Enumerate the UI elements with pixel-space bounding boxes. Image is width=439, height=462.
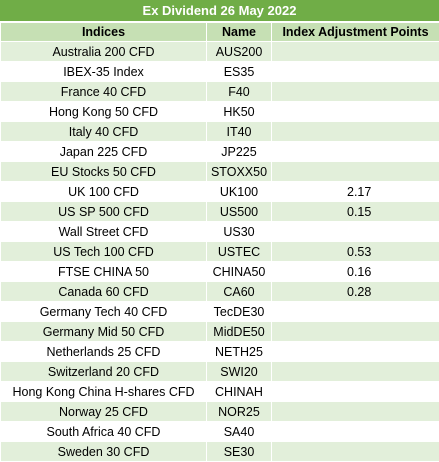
cell-points: [272, 422, 439, 442]
cell-points: [272, 342, 439, 362]
cell-points: [272, 222, 439, 242]
cell-name: NOR25: [207, 402, 272, 422]
cell-index: South Africa 40 CFD: [1, 422, 207, 442]
cell-index: Japan 225 CFD: [1, 142, 207, 162]
cell-index: Germany Mid 50 CFD: [1, 322, 207, 342]
cell-name: SWI20: [207, 362, 272, 382]
cell-name: NETH25: [207, 342, 272, 362]
cell-name: TecDE30: [207, 302, 272, 322]
cell-index: Wall Street CFD: [1, 222, 207, 242]
cell-index: UK 100 CFD: [1, 182, 207, 202]
cell-index: Canada 60 CFD: [1, 282, 207, 302]
cell-name: F40: [207, 82, 272, 102]
cell-points: 0.16: [272, 262, 439, 282]
cell-points: [272, 442, 439, 462]
cell-points: [272, 142, 439, 162]
cell-index: FTSE CHINA 50: [1, 262, 207, 282]
cell-name: UK100: [207, 182, 272, 202]
cell-index: Netherlands 25 CFD: [1, 342, 207, 362]
header-indices: Indices: [1, 23, 207, 42]
cell-points: [272, 402, 439, 422]
cell-index: France 40 CFD: [1, 82, 207, 102]
cell-points: [272, 62, 439, 82]
cell-name: ES35: [207, 62, 272, 82]
cell-name: STOXX50: [207, 162, 272, 182]
cell-name: US30: [207, 222, 272, 242]
cell-index: US Tech 100 CFD: [1, 242, 207, 262]
cell-index: Sweden 30 CFD: [1, 442, 207, 462]
cell-index: Hong Kong China H-shares CFD: [1, 382, 207, 402]
cell-points: [272, 362, 439, 382]
dividend-table: Indices Name Index Adjustment Points Aus…: [0, 22, 439, 462]
cell-name: CHINA50: [207, 262, 272, 282]
cell-points: [272, 102, 439, 122]
cell-points: [272, 82, 439, 102]
cell-points: [272, 162, 439, 182]
cell-index: Australia 200 CFD: [1, 42, 207, 62]
cell-name: AUS200: [207, 42, 272, 62]
cell-index: US SP 500 CFD: [1, 202, 207, 222]
cell-index: Germany Tech 40 CFD: [1, 302, 207, 322]
cell-name: US500: [207, 202, 272, 222]
cell-name: SE30: [207, 442, 272, 462]
cell-points: 0.53: [272, 242, 439, 262]
cell-points: 0.15: [272, 202, 439, 222]
cell-points: [272, 122, 439, 142]
cell-index: Hong Kong 50 CFD: [1, 102, 207, 122]
cell-name: SA40: [207, 422, 272, 442]
cell-points: 0.28: [272, 282, 439, 302]
cell-points: [272, 382, 439, 402]
header-row: Indices Name Index Adjustment Points: [1, 23, 439, 42]
cell-name: HK50: [207, 102, 272, 122]
cell-index: IBEX-35 Index: [1, 62, 207, 82]
cell-points: [272, 42, 439, 62]
cell-points: [272, 322, 439, 342]
cell-index: EU Stocks 50 CFD: [1, 162, 207, 182]
cell-name: CA60: [207, 282, 272, 302]
cell-name: JP225: [207, 142, 272, 162]
cell-index: Norway 25 CFD: [1, 402, 207, 422]
cell-index: Switzerland 20 CFD: [1, 362, 207, 382]
cell-name: IT40: [207, 122, 272, 142]
cell-name: MidDE50: [207, 322, 272, 342]
header-name: Name: [207, 23, 272, 42]
sheet-title: Ex Dividend 26 May 2022: [0, 0, 439, 22]
cell-name: CHINAH: [207, 382, 272, 402]
cell-index: Italy 40 CFD: [1, 122, 207, 142]
cell-name: USTEC: [207, 242, 272, 262]
cell-points: 2.17: [272, 182, 439, 202]
cell-points: [272, 302, 439, 322]
header-points: Index Adjustment Points: [272, 23, 439, 42]
